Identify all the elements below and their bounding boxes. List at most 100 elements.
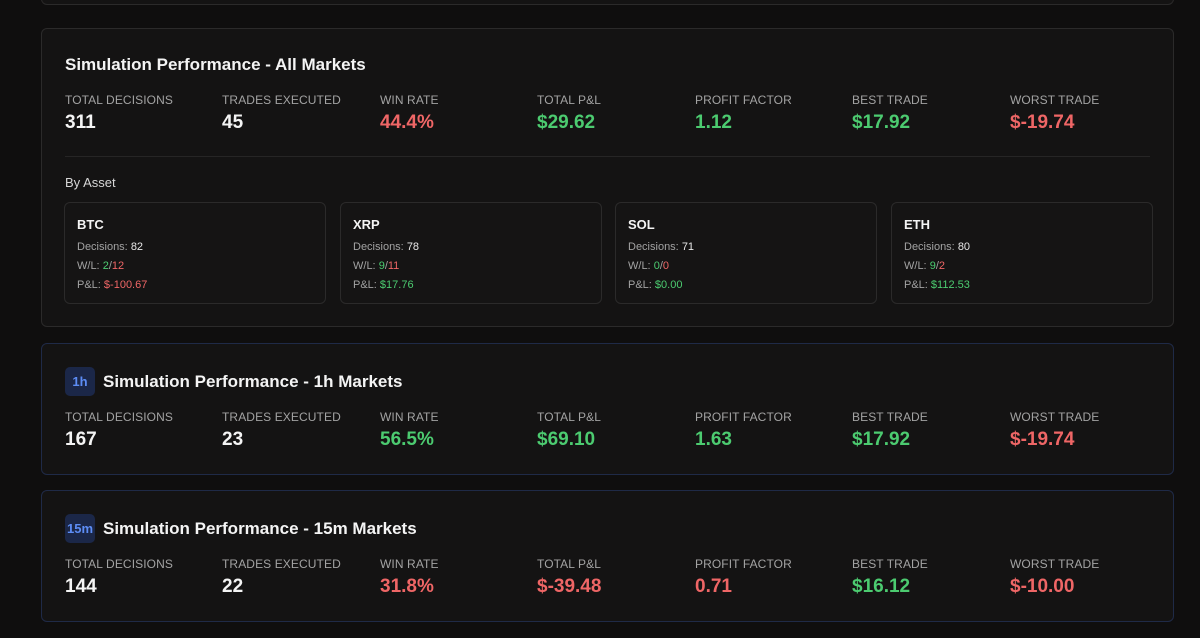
asset-decisions: Decisions: 71 [628,241,695,253]
1h-markets-panel: 1h Simulation Performance - 1h Markets T… [41,343,1174,475]
all-markets-title: Simulation Performance - All Markets [65,55,366,74]
asset-win-loss: W/L: 9/11 [353,260,400,272]
metric-value: 311 [65,112,96,133]
asset-pnl: P&L: $112.53 [904,279,970,291]
metric-label: WIN RATE [380,557,439,571]
metric-value: 31.8% [380,576,434,597]
asset-decisions: Decisions: 80 [904,241,971,253]
asset-card-sol: SOL Decisions: 71 W/L: 0/0 P&L: $0.00 [615,202,877,304]
metric-label: TOTAL DECISIONS [65,410,173,424]
metric-worst-trade: WORST TRADE $-10.00 [1010,557,1099,598]
metric-win-rate: WIN RATE 44.4% [380,93,439,134]
metric-label: PROFIT FACTOR [695,557,792,571]
metric-value: 23 [222,429,244,450]
metric-label: WORST TRADE [1010,93,1100,107]
metric-worst-trade: WORST TRADE $-19.74 [1010,410,1099,451]
metric-value: $69.10 [537,429,596,450]
metric-value: 45 [222,112,244,133]
metric-total-pnl: TOTAL P&L $69.10 [537,410,601,451]
metric-profit-factor: PROFIT FACTOR 0.71 [695,557,792,598]
metric-worst-trade: WORST TRADE $-19.74 [1010,93,1099,134]
15m-markets-title-row: 15m Simulation Performance - 15m Markets [65,514,417,543]
all-markets-metrics: TOTAL DECISIONS 311 TRADES EXECUTED 45 W… [65,93,1173,133]
metric-label: TOTAL P&L [537,410,602,424]
metric-label: TRADES EXECUTED [222,410,341,424]
metric-profit-factor: PROFIT FACTOR 1.12 [695,93,792,134]
previous-panel-edge [41,0,1174,5]
all-markets-panel: Simulation Performance - All Markets TOT… [41,28,1174,327]
metric-label: TRADES EXECUTED [222,93,341,107]
metric-best-trade: BEST TRADE $17.92 [852,93,928,134]
asset-name: BTC [77,217,104,232]
metric-trades-executed: TRADES EXECUTED 22 [222,557,341,598]
metric-label: BEST TRADE [852,410,928,424]
metric-label: WIN RATE [380,410,439,424]
metric-win-rate: WIN RATE 31.8% [380,557,439,598]
metric-value: 1.63 [695,429,732,450]
15m-markets-title: Simulation Performance - 15m Markets [103,518,417,538]
metric-value: 56.5% [380,429,434,450]
metric-value: 44.4% [380,112,434,133]
metric-label: TRADES EXECUTED [222,557,341,571]
metric-label: PROFIT FACTOR [695,410,792,424]
asset-pnl: P&L: $-100.67 [77,279,148,291]
metric-win-rate: WIN RATE 56.5% [380,410,439,451]
metric-value: $-19.74 [1010,429,1075,450]
metric-value: 167 [65,429,97,450]
asset-card-btc: BTC Decisions: 82 W/L: 2/12 P&L: $-100.6… [64,202,326,304]
asset-card-eth: ETH Decisions: 80 W/L: 9/2 P&L: $112.53 [891,202,1153,304]
metric-value: $29.62 [537,112,596,133]
asset-win-loss: W/L: 0/0 [628,260,669,272]
timeframe-badge-1h: 1h [65,367,95,396]
15m-markets-metrics: TOTAL DECISIONS 144 TRADES EXECUTED 22 W… [65,557,1173,597]
metric-label: TOTAL P&L [537,557,602,571]
asset-decisions: Decisions: 78 [353,241,420,253]
metric-total-decisions: TOTAL DECISIONS 311 [65,93,173,134]
metric-label: WIN RATE [380,93,439,107]
metric-total-pnl: TOTAL P&L $29.62 [537,93,601,134]
metric-label: TOTAL P&L [537,93,602,107]
asset-decisions: Decisions: 82 [77,241,144,253]
metric-value: $17.92 [852,429,911,450]
asset-win-loss: W/L: 9/2 [904,260,945,272]
metric-value: $17.92 [852,112,911,133]
timeframe-badge-15m: 15m [65,514,95,543]
asset-win-loss: W/L: 2/12 [77,260,125,272]
metric-label: BEST TRADE [852,557,928,571]
asset-name: SOL [628,217,655,232]
1h-markets-title-row: 1h Simulation Performance - 1h Markets [65,367,402,396]
metric-value: $-39.48 [537,576,602,597]
metric-label: PROFIT FACTOR [695,93,792,107]
1h-markets-metrics: TOTAL DECISIONS 167 TRADES EXECUTED 23 W… [65,410,1173,450]
metric-label: WORST TRADE [1010,410,1100,424]
metric-value: 144 [65,576,97,597]
asset-name: XRP [353,217,380,232]
asset-card-xrp: XRP Decisions: 78 W/L: 9/11 P&L: $17.76 [340,202,602,304]
metric-label: TOTAL DECISIONS [65,93,173,107]
all-markets-title-row: Simulation Performance - All Markets [65,55,366,75]
metric-label: TOTAL DECISIONS [65,557,173,571]
metric-total-decisions: TOTAL DECISIONS 144 [65,557,173,598]
metric-label: BEST TRADE [852,93,928,107]
metric-profit-factor: PROFIT FACTOR 1.63 [695,410,792,451]
15m-markets-panel: 15m Simulation Performance - 15m Markets… [41,490,1174,622]
metric-total-pnl: TOTAL P&L $-39.48 [537,557,601,598]
metric-value: 1.12 [695,112,732,133]
metric-value: 22 [222,576,244,597]
metric-best-trade: BEST TRADE $16.12 [852,557,928,598]
by-asset-heading: By Asset [65,175,116,190]
asset-name: ETH [904,217,930,232]
metric-trades-executed: TRADES EXECUTED 45 [222,93,341,134]
1h-markets-title: Simulation Performance - 1h Markets [103,371,403,391]
metric-best-trade: BEST TRADE $17.92 [852,410,928,451]
metric-value: $-19.74 [1010,112,1075,133]
metric-label: WORST TRADE [1010,557,1100,571]
asset-pnl: P&L: $17.76 [353,279,414,291]
metric-value: 0.71 [695,576,732,597]
metric-trades-executed: TRADES EXECUTED 23 [222,410,341,451]
section-divider [65,156,1150,157]
metric-total-decisions: TOTAL DECISIONS 167 [65,410,173,451]
asset-pnl: P&L: $0.00 [628,279,683,291]
metric-value: $-10.00 [1010,576,1075,597]
metric-value: $16.12 [852,576,911,597]
